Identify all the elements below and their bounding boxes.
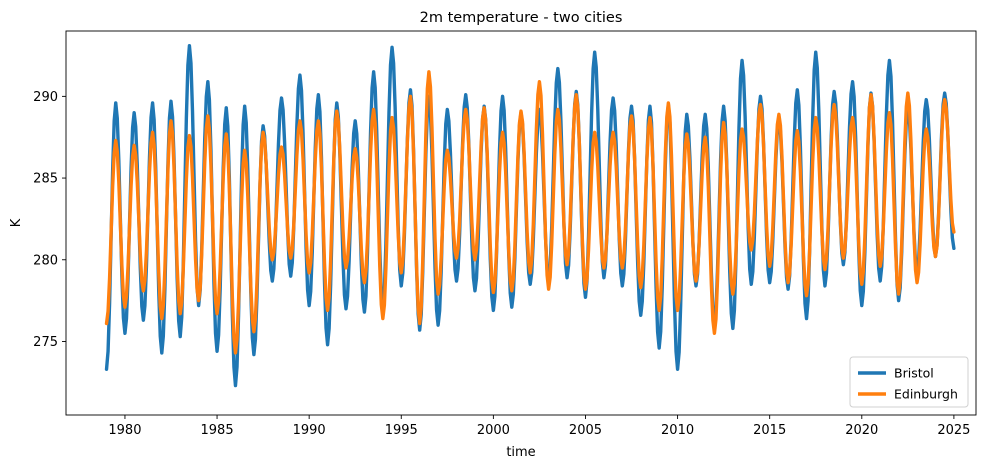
legend-label-bristol: Bristol [894, 366, 934, 381]
x-tick-label: 2020 [845, 423, 878, 438]
legend-label-edinburgh: Edinburgh [894, 387, 958, 402]
plot-frame [65, 30, 977, 416]
x-tick-label: 1980 [108, 423, 141, 438]
series-layer [104, 44, 956, 388]
x-tick-label: 2025 [937, 423, 970, 438]
y-tick-label: 280 [33, 253, 58, 268]
x-tick-label: 1990 [293, 423, 326, 438]
x-tick-label: 2005 [569, 423, 602, 438]
y-tick-label: 275 [33, 335, 58, 350]
y-axis-label: K [9, 218, 24, 227]
x-tick-label: 2015 [753, 423, 786, 438]
x-axis: 1980 1985 1990 1995 2000 2005 2010 2015 2020 2025 [108, 415, 970, 438]
y-tick-label: 290 [33, 90, 58, 105]
x-tick-label: 1985 [201, 423, 234, 438]
chart-title: 2m temperature - two cities [420, 10, 623, 26]
legend: Bristol Edinburgh [849, 356, 969, 408]
x-tick-label: 1995 [385, 423, 418, 438]
x-tick-label: 2000 [477, 423, 510, 438]
series-line-edinburgh [104, 70, 956, 355]
x-tick-label: 2010 [661, 423, 694, 438]
y-axis: 275 280 285 290 [33, 90, 66, 350]
y-tick-label: 285 [33, 172, 58, 187]
x-axis-label: time [506, 445, 535, 460]
